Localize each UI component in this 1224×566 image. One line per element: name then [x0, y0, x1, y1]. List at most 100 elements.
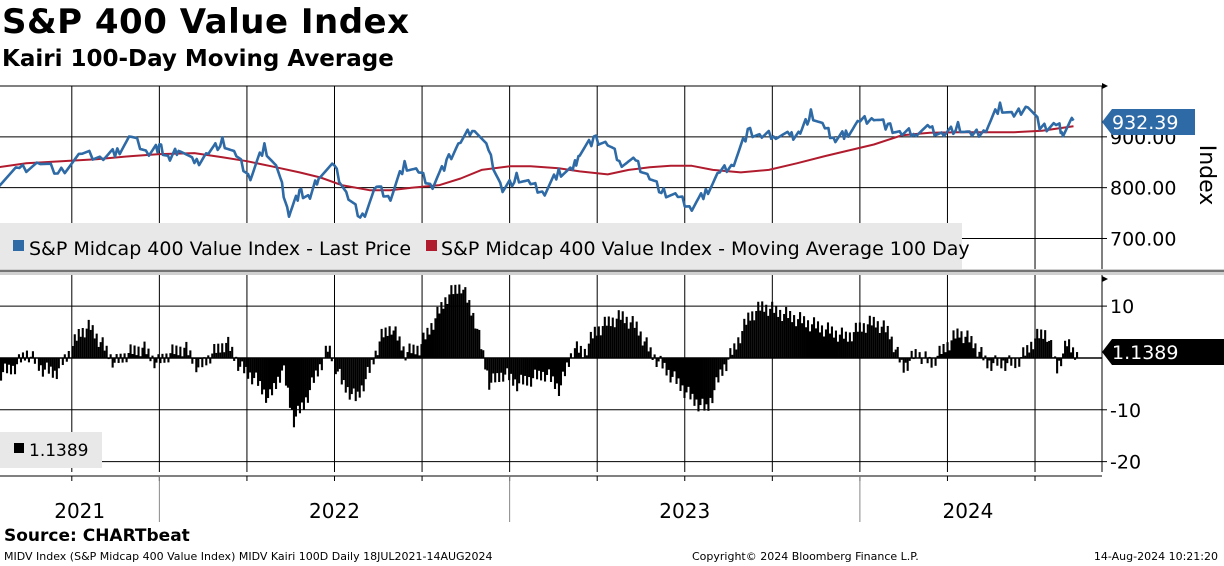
kairi-bar: [559, 357, 563, 386]
kairi-bar: [259, 357, 262, 382]
kairi-bar: [679, 357, 682, 391]
chart-title: S&P 400 Value Index: [2, 2, 410, 42]
kairi-bar: [944, 352, 947, 358]
kairi-bar: [243, 357, 246, 374]
kairi-bar: [986, 357, 989, 369]
kairi-bar: [653, 354, 656, 358]
kairi-bar: [209, 357, 212, 364]
kairi-bar: [797, 319, 800, 358]
kairi-bar: [765, 304, 768, 358]
kairi-bar: [137, 346, 140, 358]
kairi-bar: [257, 357, 260, 386]
kairi-bar: [569, 353, 572, 358]
kairi-bar: [155, 357, 158, 363]
lower-tick-label: 10: [1110, 296, 1134, 318]
kairi-bar: [350, 357, 353, 395]
kairi-bar: [649, 347, 652, 358]
kairi-bar: [541, 357, 545, 372]
kairi-bar: [370, 357, 373, 360]
kairi-bar: [502, 357, 505, 382]
kairi-bar: [500, 357, 503, 373]
kairi-bar: [721, 357, 724, 376]
kairi-bar: [1024, 355, 1027, 358]
kairi-bar: [113, 357, 116, 363]
kairi-bar: [247, 357, 250, 379]
kairi-bar: [1034, 338, 1037, 358]
kairi-bar: [75, 340, 78, 358]
footer-description: MIDV Index (S&P Midcap 400 Value Index) …: [4, 550, 493, 563]
kairi-bar: [1014, 357, 1017, 369]
kairi-bar: [699, 357, 702, 406]
kairi-bar: [93, 338, 96, 358]
kairi-bar: [645, 337, 648, 358]
kairi-bar: [719, 357, 722, 370]
kairi-bar: [139, 356, 142, 358]
kairi-bar: [874, 327, 877, 358]
kairi-bar: [368, 357, 371, 373]
kairi-bar: [982, 357, 985, 361]
kairi-bar: [213, 344, 216, 358]
kairi-bar: [436, 306, 439, 358]
x-year-label: 2022: [309, 499, 360, 522]
kairi-bar: [1004, 357, 1007, 371]
kairi-bar: [135, 355, 138, 358]
kairi-bar: [743, 318, 746, 358]
kairi-bar: [141, 347, 144, 358]
kairi-bar: [810, 324, 814, 358]
kairi-bar: [711, 357, 714, 404]
kairi-bar: [799, 312, 802, 358]
kairi-bar: [665, 357, 668, 376]
kairi-bar: [673, 357, 676, 372]
x-year-label: 2021: [54, 499, 105, 522]
kairi-bar: [1030, 341, 1033, 358]
kairi-bar: [354, 357, 357, 402]
kairi-bar: [197, 357, 200, 368]
kairi-bar: [882, 320, 885, 358]
kairi-bar: [842, 338, 845, 358]
kairi-bar: [832, 337, 835, 358]
kairi-bar: [360, 357, 363, 386]
kairi-bar: [117, 357, 120, 363]
kairi-bar: [565, 357, 568, 363]
kairi-bar: [328, 345, 331, 358]
kairi-bar: [894, 349, 897, 358]
kairi-bar: [627, 328, 630, 358]
kairi-bar: [733, 343, 736, 358]
kairi-bar: [834, 330, 837, 358]
kairi-bar: [442, 308, 445, 358]
kairi-bar: [79, 336, 82, 358]
kairi-bar: [21, 352, 25, 358]
kairi-bar: [17, 354, 21, 358]
kairi-bar: [492, 357, 495, 374]
kairi-bar: [298, 357, 301, 414]
kairi-bar: [599, 335, 602, 358]
kairi-bar: [818, 332, 822, 358]
kairi-bar: [675, 357, 678, 384]
kairi-bar: [872, 316, 875, 358]
lower-axis-arrow: [1102, 276, 1108, 282]
kairi-bar: [239, 357, 242, 367]
kairi-bar: [480, 349, 483, 358]
kairi-bar: [741, 331, 744, 358]
kairi-bar: [958, 337, 961, 358]
kairi-bar: [854, 322, 857, 358]
kairi-bar: [826, 322, 830, 358]
kairi-bar: [159, 357, 162, 364]
kairi-bar: [432, 329, 435, 358]
kairi-bar: [898, 357, 901, 363]
kairi-bar: [340, 357, 343, 385]
kairi-bar: [583, 348, 586, 358]
last-price-value: 932.39: [1112, 112, 1178, 134]
kairi-bar: [143, 341, 146, 358]
kairi-bar: [189, 350, 192, 358]
kairi-bar: [1008, 355, 1011, 358]
kairi-bar: [956, 328, 959, 358]
kairi-bar: [400, 350, 403, 358]
kairi-bar: [237, 357, 240, 371]
kairi-bar: [290, 357, 294, 410]
kairi-bar: [225, 342, 228, 358]
kairi-bar: [265, 357, 268, 403]
kairi-bar: [269, 357, 272, 390]
kairi-bar: [629, 322, 632, 358]
